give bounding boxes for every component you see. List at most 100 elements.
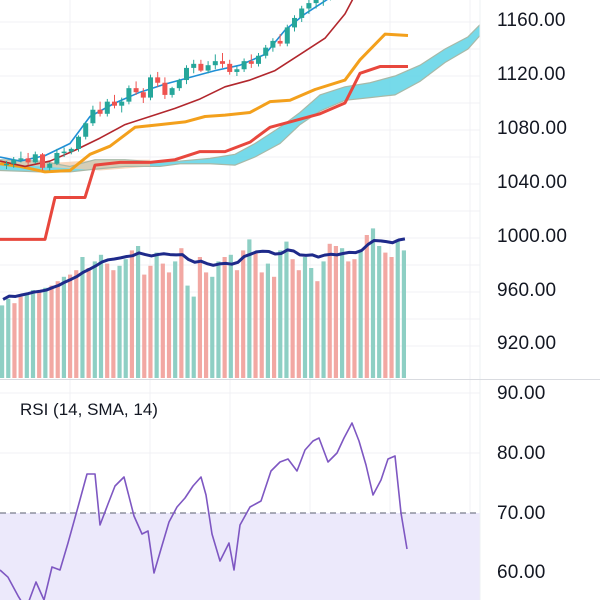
pane-separator[interactable] [0,379,600,380]
candle-body [61,151,67,154]
candle-body [83,123,89,137]
volume-bar [86,268,91,378]
candle-body [241,61,247,70]
volume-bar [154,252,159,378]
candle-body [270,40,276,48]
volume-bar [185,285,190,378]
price-tick-label: 1120.00 [497,64,566,85]
volume-bar [364,235,369,378]
base-line [0,32,409,174]
volume-bar [278,250,283,378]
volume-bar [370,228,376,378]
volume-bar [290,259,295,378]
volume-bar [30,290,36,378]
price-tick-label: 960.00 [497,280,557,301]
volume-bar [401,250,406,378]
volume-bar [253,252,258,378]
volume-bar [179,248,184,378]
volume-bar [191,296,196,378]
candle-body [176,80,182,89]
volume-bar [197,257,202,378]
candle-body [292,17,297,28]
volume-bar [37,292,42,378]
volume-bar [12,303,17,378]
volume-bar [302,257,308,378]
volume-bar [68,274,73,378]
volume-bar [333,246,338,378]
volume-bar [272,276,277,378]
candle-body [11,159,17,164]
volume-bar [142,274,147,378]
volume-bar [123,259,128,378]
candle-body [76,136,81,149]
volume-bar [98,254,104,378]
candle-body [54,152,60,164]
volume-bar [49,285,54,378]
candle-body [104,101,110,114]
volume-bar [321,261,326,378]
volume-bar [389,257,394,378]
volume-bar [228,254,233,378]
volume-bar [259,272,264,378]
volume-bar [377,246,382,378]
volume-bar [117,265,122,378]
volume-bar [234,270,240,378]
volume-bar [129,250,134,378]
rsi-indicator-title[interactable]: RSI (14, SMA, 14) [20,400,158,419]
cloud-upper-edge [0,24,481,168]
cloud-lower-edge [0,35,481,173]
volume-bar [340,248,345,378]
volume-bar [284,241,289,378]
candle-body [169,88,175,95]
volume-bar [0,305,5,378]
price-chart-pane[interactable] [0,0,600,380]
volume-bar [160,263,165,378]
volume-bar [216,261,221,378]
volume-bar [309,268,314,378]
rsi-pane[interactable] [0,380,600,600]
candle-body [248,61,254,64]
volume-bar [55,281,60,378]
candle-body [313,0,319,4]
volume-bar [61,276,66,378]
volume-bar [383,252,388,378]
candle-body [299,8,305,18]
candle-body [220,61,225,64]
candle-body [198,63,204,71]
volume-bar [241,250,246,378]
candle-body [148,77,153,98]
volume-bar [148,265,153,378]
price-tick-label: 1040.00 [497,172,568,193]
candle-body [205,65,211,71]
volume-bar [358,250,363,378]
candle-body [4,163,9,166]
candle-body [191,63,197,68]
candle-body [112,101,117,106]
volume-ma-line [2,237,406,301]
candle-body [25,158,31,163]
candle-body [97,109,103,114]
volume-bar [247,239,252,378]
volume-bar [24,294,29,378]
candle-body [256,55,261,64]
volume-bar [18,296,23,378]
volume-bar [92,261,97,378]
price-tick-label: 1000.00 [497,226,568,247]
candle-body [126,88,132,102]
volume-bar [166,272,172,378]
volume-bar [395,239,400,378]
volume-bar [222,257,227,378]
volume-bar [136,246,141,378]
volume-bar [346,261,351,378]
candle-body [140,92,146,98]
candle-body [277,40,283,44]
volume-bar [296,270,301,378]
volume-bar [315,281,320,378]
rsi-tick-label: 80.00 [497,443,546,464]
volume-bar [111,270,116,378]
candle-body [90,109,96,124]
volume-bar [352,259,357,378]
candle-body [133,88,139,93]
volume-bar [265,263,270,378]
candle-body [306,3,312,9]
